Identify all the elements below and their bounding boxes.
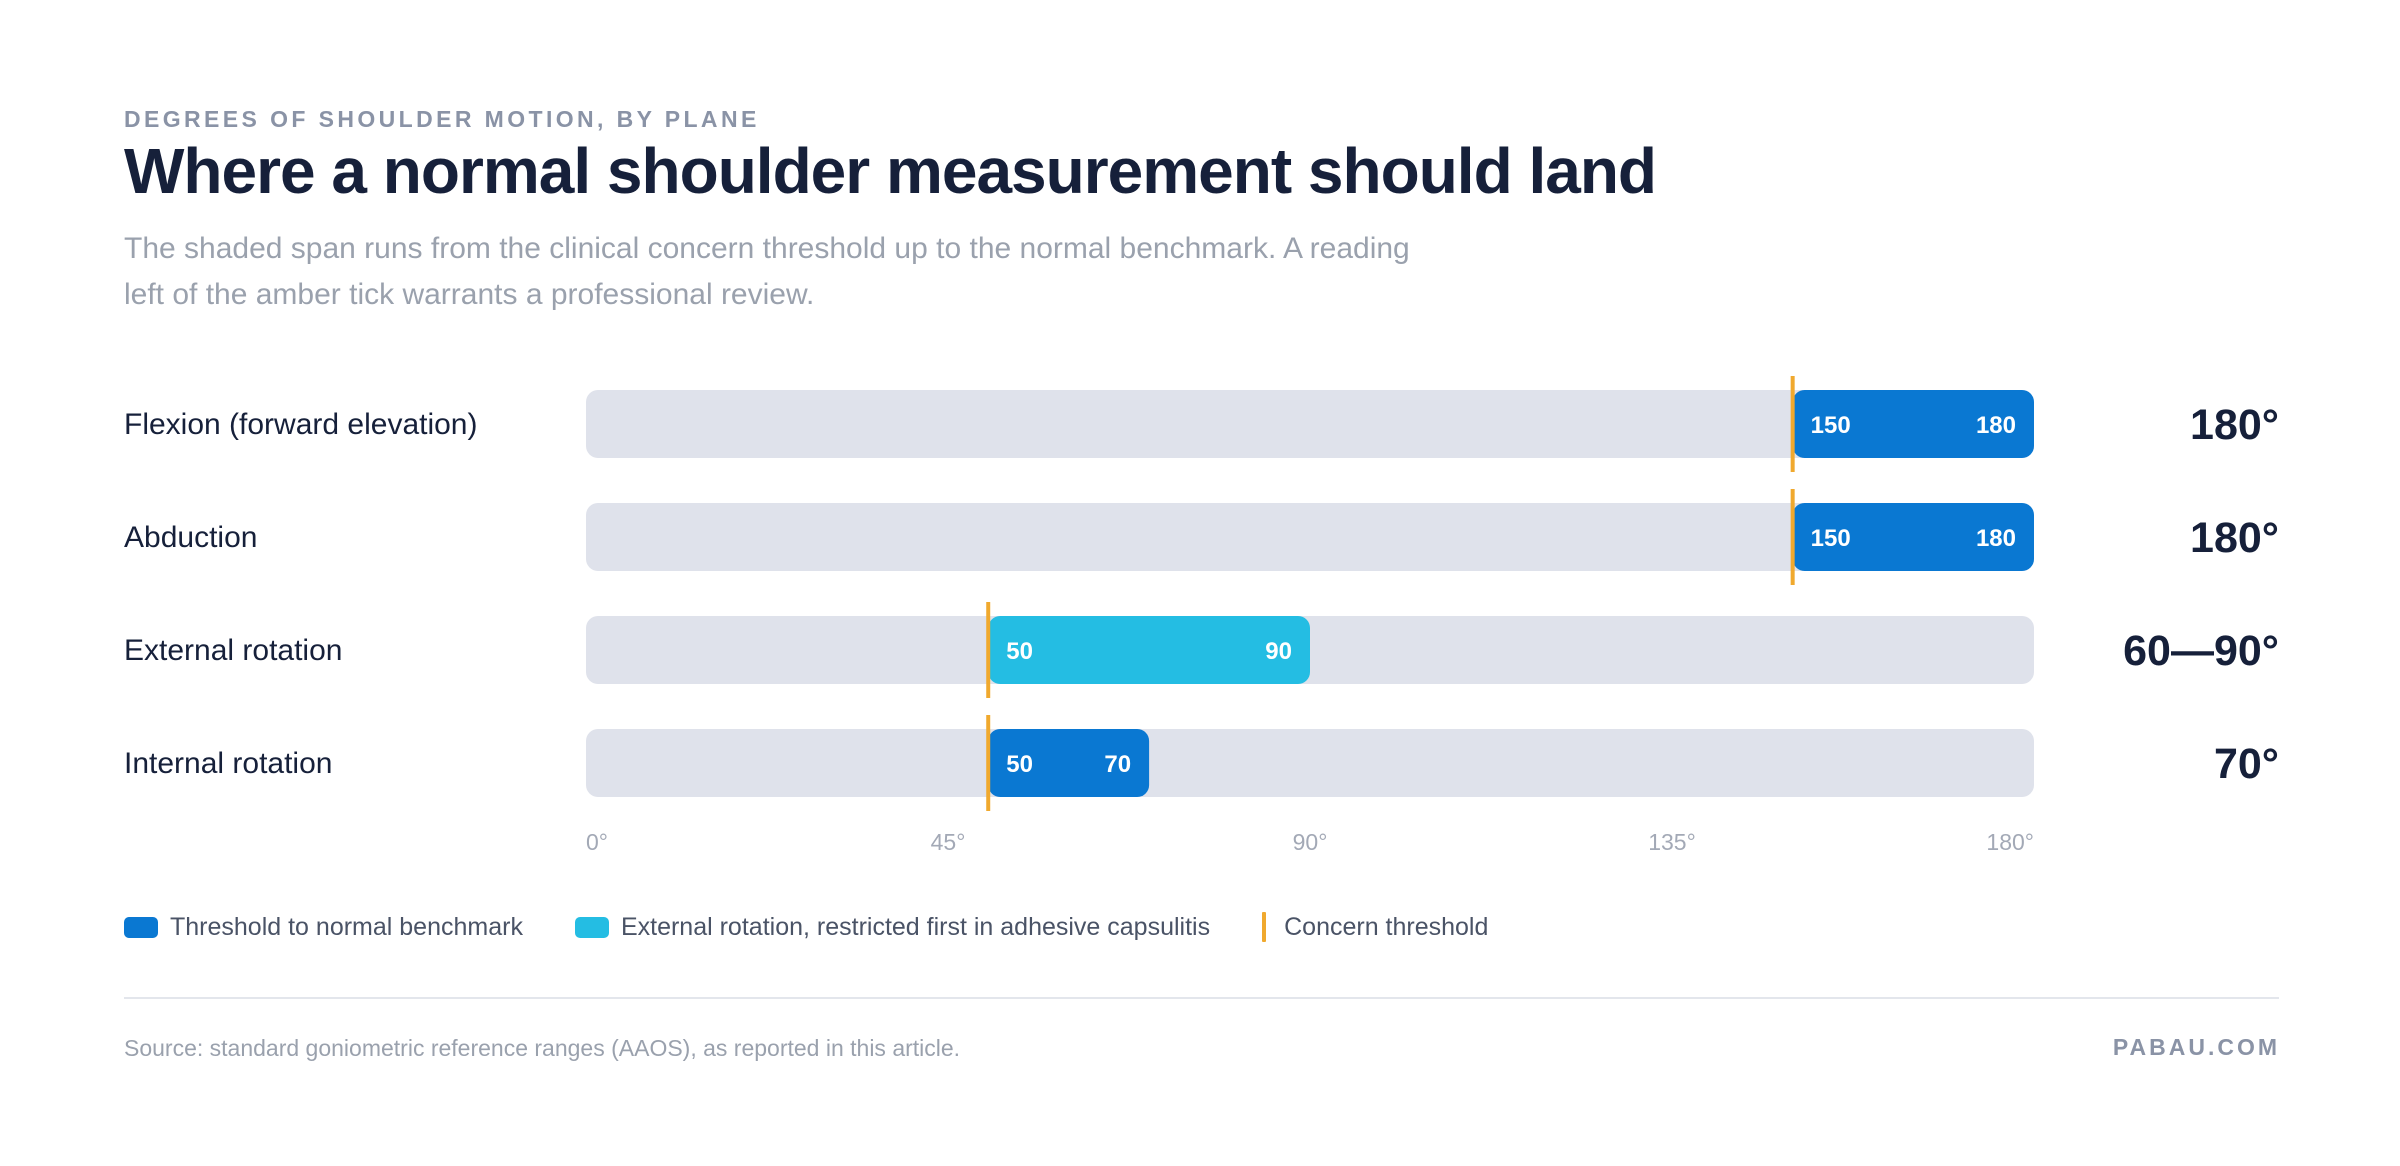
benchmark-value: 70° [2214,740,2279,788]
legend-swatch-benchmark [124,916,158,938]
legend-label-external-rotation: External rotation, restricted first in a… [620,912,1211,941]
range-bar [988,616,1310,684]
range-end-label: 180 [1976,525,2016,552]
x-axis-tick-label: 135° [1648,829,1696,855]
concern-threshold-tick [986,715,991,811]
chart-subtitle: The shaded span runs from the clinical c… [124,232,1410,311]
legend-item-external-rotation: External rotation, restricted first in a… [574,912,1211,942]
chart-legend: Threshold to normal benchmark External r… [124,912,1540,942]
benchmark-value: 60—90° [2123,627,2279,675]
range-bar [1792,503,2034,571]
range-bar [1792,390,2034,458]
range-start-label: 50 [1006,751,1033,778]
chart-eyebrow: DEGREES OF SHOULDER MOTION, BY PLANE [124,106,760,132]
legend-label-benchmark: Threshold to normal benchmark [170,912,523,941]
range-chart: Flexion (forward elevation) 150 180 180° Abd… [124,376,2279,855]
row-label: Flexion (forward elevation) [124,408,477,441]
row-label: External rotation [124,634,342,667]
range-start-label: 50 [1006,638,1033,665]
concern-threshold-tick [986,602,991,698]
brand-logo: PABAU.COM [2112,1034,2280,1060]
x-axis-tick-label: 180° [1986,829,2034,855]
range-end-label: 180 [1976,412,2016,439]
range-start-label: 150 [1811,525,1851,552]
benchmark-value: 180° [2190,401,2279,449]
range-end-label: 90 [1265,638,1292,665]
row-track [586,390,2034,458]
x-axis-tick-label: 90° [1293,829,1328,855]
range-start-label: 150 [1811,412,1851,439]
concern-threshold-tick [1790,489,1795,585]
row-label: Abduction [124,521,257,554]
range-end-label: 70 [1104,751,1131,778]
footer-divider [124,997,2279,999]
legend-tick-concern-threshold [1262,912,1267,942]
row-label: Internal rotation [124,747,332,780]
range-bar [988,729,1150,797]
chart-title: Where a normal shoulder measurement shou… [124,135,1657,207]
concern-threshold-tick [1790,376,1795,472]
x-axis-tick-label: 0° [586,829,608,855]
benchmark-value: 180° [2190,514,2279,562]
x-axis-tick-label: 45° [931,829,966,855]
legend-item-benchmark: Threshold to normal benchmark [124,913,523,942]
source-note: Source: standard goniometric reference r… [124,1035,961,1061]
legend-swatch-external-rotation [574,916,609,938]
legend-label-concern-threshold: Concern threshold [1284,912,1489,941]
row-track [586,729,2034,797]
legend-item-concern-threshold: Concern threshold [1262,912,1488,942]
row-track [586,503,2034,571]
